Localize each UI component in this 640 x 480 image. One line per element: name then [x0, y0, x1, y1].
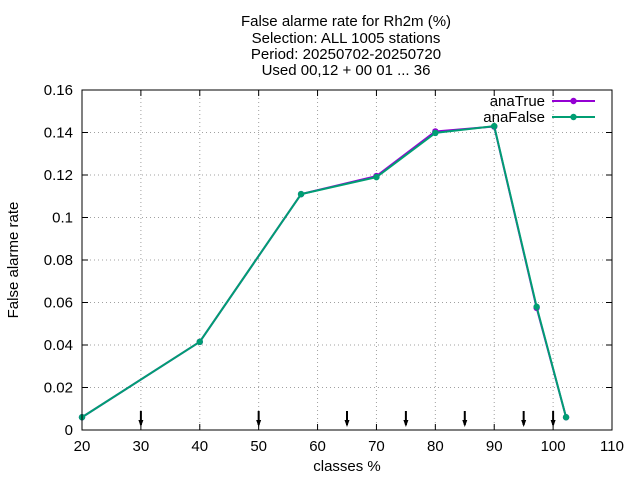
y-tick-label: 0.1 [52, 210, 73, 227]
x-axis: 20 30 40 50 60 70 80 90 100 110 [74, 90, 624, 455]
series-point [432, 129, 439, 137]
legend-label: anaTrue [490, 93, 545, 110]
legend-item: anaTrue [490, 93, 595, 110]
y-tick-label: 0 [65, 422, 73, 439]
series-point [562, 414, 570, 421]
y-tick-label: 0.12 [44, 167, 73, 184]
x-axis-label: classes % [313, 458, 381, 475]
x-tick-label: 110 [600, 438, 624, 455]
y-axis: 0 0.02 0.04 0.06 0.08 0.1 0.12 0.14 0.16 [44, 82, 612, 439]
plot-series [78, 122, 570, 421]
y-tick-label: 0.14 [44, 125, 73, 142]
y-tick-label: 0.16 [44, 82, 73, 99]
legend-marker [570, 113, 577, 121]
series-point [491, 122, 498, 130]
class-marker-arrow [403, 411, 409, 427]
series-point [533, 303, 540, 310]
y-tick-label: 0.02 [44, 380, 73, 397]
title-line-1: False alarme rate for Rh2m (%) [241, 13, 451, 30]
y-tick-label: 0.08 [44, 252, 73, 269]
x-tick-label: 90 [486, 438, 503, 455]
class-marker-arrow [344, 411, 350, 427]
title-line-2: Selection: ALL 1005 stations [252, 30, 441, 47]
class-marker-arrow [256, 411, 262, 427]
series-point [297, 190, 305, 198]
x-tick-label: 30 [133, 438, 150, 455]
legend-marker [570, 97, 577, 105]
series-point [373, 173, 380, 181]
x-tick-label: 50 [250, 438, 267, 455]
x-tick-label: 100 [541, 438, 566, 455]
class-marker-arrow [462, 411, 468, 427]
class-marker-arrow [138, 411, 144, 427]
class-marker-arrow [550, 411, 556, 427]
grid [82, 90, 612, 430]
title-line-3: Period: 20250702-20250720 [251, 46, 441, 63]
y-axis-label: False alarme rate [5, 202, 22, 319]
y-tick-label: 0.04 [44, 337, 73, 354]
title-line-4: Used 00,12 + 00 01 ... 36 [262, 62, 431, 79]
chart-title: False alarme rate for Rh2m (%) Selection… [241, 13, 451, 79]
x-tick-label: 70 [368, 438, 385, 455]
x-tick-label: 40 [191, 438, 208, 455]
series-line [81, 125, 568, 419]
class-marker-arrow [521, 411, 527, 427]
x-tick-label: 20 [74, 438, 91, 455]
series-anaFalse [78, 122, 570, 421]
class-markers [138, 411, 556, 427]
legend-label: anaFalse [483, 109, 545, 126]
series-line [81, 125, 568, 419]
y-tick-label: 0.06 [44, 295, 73, 312]
legend-item: anaFalse [483, 109, 595, 126]
x-tick-label: 80 [427, 438, 444, 455]
series-point [196, 338, 203, 346]
x-tick-label: 60 [309, 438, 326, 455]
series-anaTrue [78, 123, 570, 421]
